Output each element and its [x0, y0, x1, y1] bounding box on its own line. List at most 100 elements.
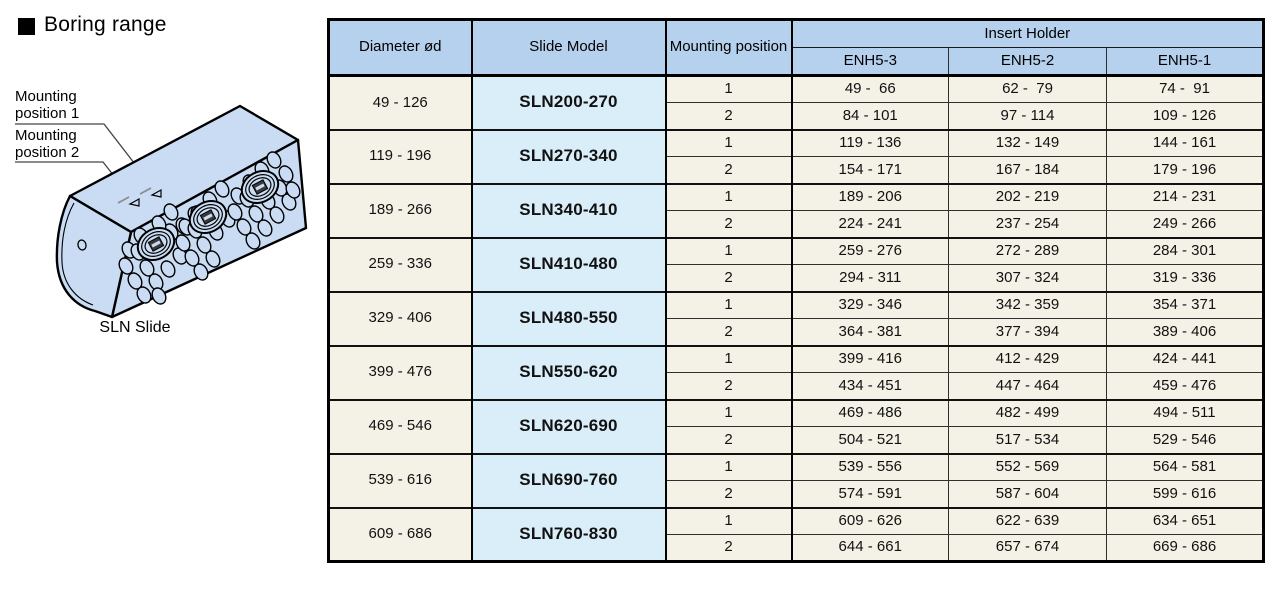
- range-cell: 167 - 184: [948, 156, 1107, 184]
- range-cell: 272 - 289: [948, 236, 1107, 265]
- diameter-cell: 329 - 406: [328, 290, 473, 346]
- position-cell: 1: [665, 344, 793, 373]
- mounting-marker-icons: [117, 187, 162, 207]
- position-cell: 2: [665, 318, 793, 346]
- range-cell: 342 - 359: [948, 290, 1107, 319]
- slide-end-face: [55, 194, 133, 319]
- range-cell: 587 - 604: [948, 480, 1107, 508]
- model-cell: SLN550-620: [471, 344, 667, 400]
- position-cell: 1: [665, 290, 793, 319]
- range-cell: 482 - 499: [948, 398, 1107, 427]
- range-cell: 517 - 534: [948, 426, 1107, 454]
- model-cell: SLN620-690: [471, 398, 667, 454]
- position-cell: 1: [665, 74, 793, 103]
- range-cell: 237 - 254: [948, 210, 1107, 238]
- boring-range-table: Diameter ød Slide Model Mounting positio…: [327, 18, 1266, 563]
- range-cell: 364 - 381: [791, 318, 949, 346]
- range-cell: 62 - 79: [948, 74, 1107, 103]
- position-cell: 2: [665, 210, 793, 238]
- range-cell: 294 - 311: [791, 264, 949, 292]
- range-cell: 644 - 661: [791, 534, 949, 562]
- position-cell: 2: [665, 372, 793, 400]
- range-cell: 609 - 626: [791, 506, 949, 535]
- sln-slide-illustration: [15, 104, 308, 319]
- model-cell: SLN340-410: [471, 182, 667, 238]
- header-enh5-2: ENH5-2: [948, 47, 1107, 77]
- page-title: Boring range: [18, 13, 167, 37]
- range-cell: 564 - 581: [1105, 452, 1265, 481]
- diameter-cell: 539 - 616: [328, 452, 473, 508]
- square-bullet-icon: [18, 17, 35, 35]
- range-cell: 424 - 441: [1105, 344, 1265, 373]
- mounting-position-2-label: Mounting position 2: [15, 127, 80, 161]
- position-cell: 2: [665, 156, 793, 184]
- end-face-hole: [77, 239, 87, 251]
- range-cell: 74 - 91: [1105, 74, 1265, 103]
- range-cell: 259 - 276: [791, 236, 949, 265]
- range-cell: 389 - 406: [1105, 318, 1265, 346]
- range-cell: 399 - 416: [791, 344, 949, 373]
- header-slide-model: Slide Model: [471, 19, 667, 77]
- range-cell: 189 - 206: [791, 182, 949, 211]
- range-cell: 132 - 149: [948, 128, 1107, 157]
- range-cell: 214 - 231: [1105, 182, 1265, 211]
- position-cell: 2: [665, 426, 793, 454]
- range-cell: 224 - 241: [791, 210, 949, 238]
- position-cell: 1: [665, 506, 793, 535]
- header-insert-holder: Insert Holder: [790, 19, 1265, 48]
- position-cell: 1: [665, 182, 793, 211]
- range-cell: 657 - 674: [948, 534, 1107, 562]
- range-cell: 119 - 136: [791, 128, 949, 157]
- range-cell: 97 - 114: [948, 102, 1107, 130]
- slide-bosses: [136, 170, 280, 261]
- model-cell: SLN200-270: [471, 74, 667, 130]
- model-cell: SLN690-760: [471, 452, 667, 508]
- range-cell: 284 - 301: [1105, 236, 1265, 265]
- diameter-cell: 399 - 476: [328, 344, 473, 400]
- slide-caption: SLN Slide: [99, 319, 171, 336]
- range-cell: 249 - 266: [1105, 210, 1265, 238]
- range-cell: 354 - 371: [1105, 290, 1265, 319]
- range-cell: 529 - 546: [1105, 426, 1265, 454]
- model-cell: SLN270-340: [471, 128, 667, 184]
- range-cell: 154 - 171: [791, 156, 949, 184]
- range-cell: 329 - 346: [791, 290, 949, 319]
- position-cell: 1: [665, 128, 793, 157]
- range-cell: 307 - 324: [948, 264, 1107, 292]
- range-cell: 49 - 66: [791, 74, 949, 103]
- range-cell: 377 - 394: [948, 318, 1107, 346]
- header-diameter: Diameter ød: [328, 19, 473, 77]
- range-cell: 669 - 686: [1105, 534, 1265, 562]
- range-cell: 447 - 464: [948, 372, 1107, 400]
- range-cell: 574 - 591: [791, 480, 949, 508]
- diameter-cell: 189 - 266: [328, 182, 473, 238]
- range-cell: 459 - 476: [1105, 372, 1265, 400]
- range-cell: 622 - 639: [948, 506, 1107, 535]
- position-cell: 1: [665, 236, 793, 265]
- diameter-cell: 259 - 336: [328, 236, 473, 292]
- range-cell: 539 - 556: [791, 452, 949, 481]
- range-cell: 552 - 569: [948, 452, 1107, 481]
- model-cell: SLN410-480: [471, 236, 667, 292]
- position-cell: 1: [665, 398, 793, 427]
- page-title-text: Boring range: [44, 13, 167, 36]
- range-cell: 109 - 126: [1105, 102, 1265, 130]
- diameter-cell: 119 - 196: [328, 128, 473, 184]
- range-cell: 202 - 219: [948, 182, 1107, 211]
- position-cell: 2: [665, 534, 793, 562]
- diameter-cell: 49 - 126: [328, 74, 473, 130]
- mounting-position-1-label: Mounting position 1: [15, 88, 80, 122]
- position-cell: 1: [665, 452, 793, 481]
- range-cell: 179 - 196: [1105, 156, 1265, 184]
- range-cell: 599 - 616: [1105, 480, 1265, 508]
- range-cell: 412 - 429: [948, 344, 1107, 373]
- header-enh5-1: ENH5-1: [1105, 47, 1265, 77]
- model-cell: SLN480-550: [471, 290, 667, 346]
- header-enh5-3: ENH5-3: [791, 47, 949, 77]
- range-cell: 504 - 521: [791, 426, 949, 454]
- slide-body: [55, 104, 308, 319]
- range-cell: 144 - 161: [1105, 128, 1265, 157]
- range-cell: 634 - 651: [1105, 506, 1265, 535]
- header-mounting-position: Mounting position: [665, 19, 793, 77]
- range-cell: 434 - 451: [791, 372, 949, 400]
